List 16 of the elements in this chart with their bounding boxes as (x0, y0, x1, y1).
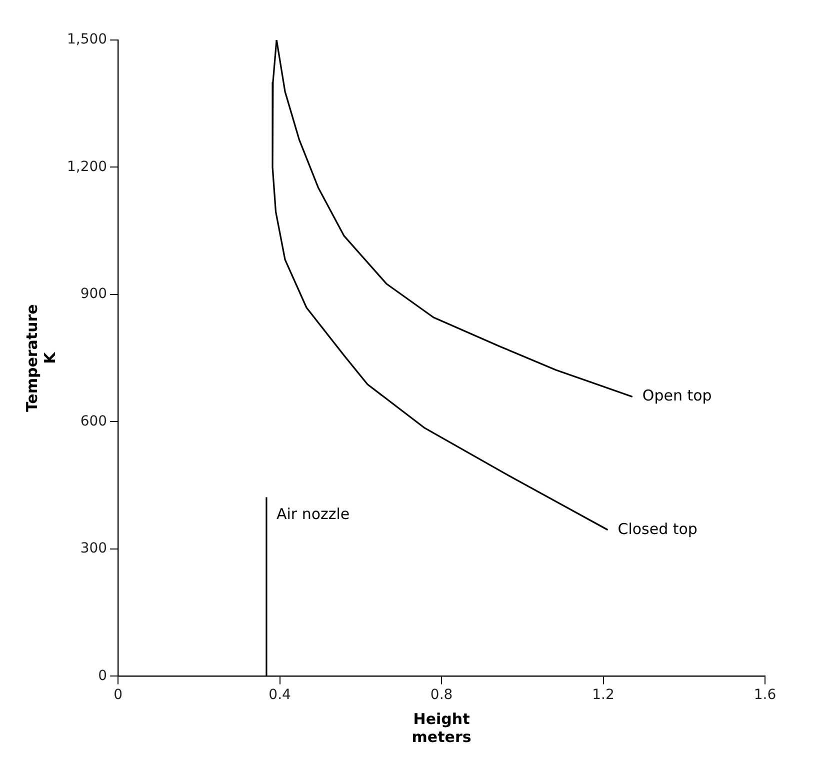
y-tick-label: 300 (80, 540, 108, 557)
x-tick-label: 0 (114, 687, 123, 704)
series-label: Closed top (618, 520, 698, 538)
x-tick-label: 0.8 (430, 687, 453, 704)
y-tick-label: 900 (80, 286, 108, 302)
y-tick-label: 600 (80, 413, 108, 430)
x-tick-label: 1.2 (592, 687, 614, 704)
y-axis-title: Temperature K (22, 304, 59, 412)
series-label: Open top (642, 386, 712, 405)
x-axis-title: Height meters (412, 710, 472, 746)
y-tick-label: 0 (98, 668, 108, 684)
y-tick-label: 1,500 (66, 32, 108, 48)
x-tick-label: 0.4 (268, 687, 292, 704)
y-tick-label: 1,200 (66, 158, 108, 175)
annotation: Air nozzle (276, 504, 350, 523)
x-tick-label: 1.6 (754, 687, 776, 704)
